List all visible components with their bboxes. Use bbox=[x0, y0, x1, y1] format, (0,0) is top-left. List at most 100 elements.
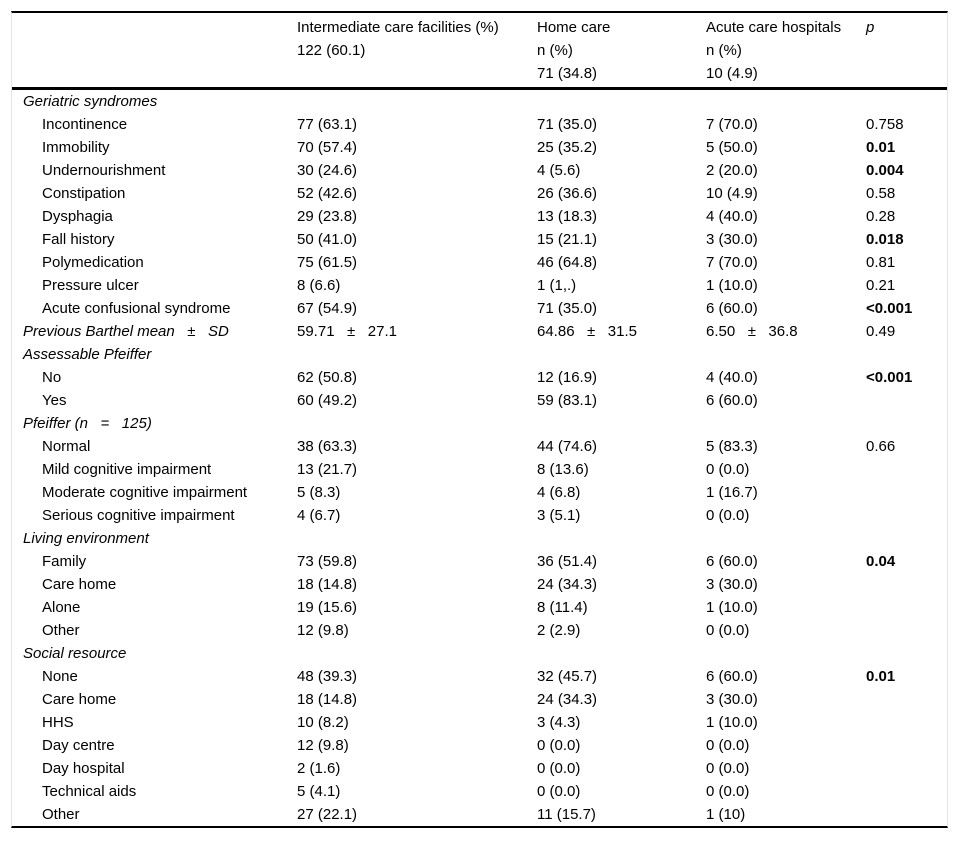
intermediate-care-value: 4 (6.7) bbox=[297, 507, 341, 524]
intermediate-care-value: 12 (9.8) bbox=[297, 622, 349, 639]
table-row: Social resource bbox=[12, 642, 947, 665]
p-value: 0.004 bbox=[866, 162, 904, 179]
table-header: Intermediate care facilities (%) 122 (60… bbox=[12, 13, 947, 90]
acute-care-value: 0 (0.0) bbox=[706, 507, 750, 524]
home-care-value: 24 (34.3) bbox=[537, 576, 598, 593]
intermediate-care-value: 5 (8.3) bbox=[297, 484, 341, 501]
p-value: 0.81 bbox=[866, 254, 896, 271]
acute-care-value bbox=[706, 343, 866, 366]
table-row: Undernourishment 30 (24.6) 4 (5.6) 2 (20.0)… bbox=[12, 159, 947, 182]
intermediate-care-value: 38 (63.3) bbox=[297, 438, 358, 455]
intermediate-care-value: 75 (61.5) bbox=[297, 254, 358, 271]
table-row: Family 73 (59.8) 36 (51.4) 6 (60.0) 0.04 bbox=[12, 550, 947, 573]
row-label: Day centre bbox=[42, 737, 115, 754]
row-label: Dysphagia bbox=[42, 208, 113, 225]
intermediate-care-value: 48 (39.3) bbox=[297, 668, 358, 685]
table-row: Constipation 52 (42.6) 26 (36.6) 10 (4.9) 0.… bbox=[12, 182, 947, 205]
acute-care-value bbox=[706, 527, 866, 550]
acute-care-value: 0 (0.0) bbox=[706, 622, 750, 639]
home-care-value bbox=[537, 343, 706, 366]
table-row: Day hospital 2 (1.6) 0 (0.0) 0 (0.0) bbox=[12, 757, 947, 780]
home-care-value: 4 (6.8) bbox=[537, 484, 581, 501]
home-care-value: 59 (83.1) bbox=[537, 392, 598, 409]
acute-care-value: 6 (60.0) bbox=[706, 668, 758, 685]
row-label: Pfeiffer (n = 125) bbox=[23, 415, 152, 432]
p-value: 0.04 bbox=[866, 553, 896, 570]
home-care-value: 8 (13.6) bbox=[537, 461, 589, 478]
row-label: Day hospital bbox=[42, 760, 125, 777]
home-care-value: 1 (1,.) bbox=[537, 277, 577, 294]
table-row: Pfeiffer (n = 125) bbox=[12, 412, 947, 435]
acute-care-value: 4 (40.0) bbox=[706, 208, 758, 225]
acute-care-value: 7 (70.0) bbox=[706, 116, 758, 133]
row-label: Incontinence bbox=[42, 116, 128, 133]
header-intermediate-care-facilities: Intermediate care facilities (%) 122 (60… bbox=[297, 19, 499, 59]
home-care-value: 0 (0.0) bbox=[537, 760, 581, 777]
p-value: <0.001 bbox=[866, 300, 913, 317]
home-care-value: 25 (35.2) bbox=[537, 139, 598, 156]
intermediate-care-value: 67 (54.9) bbox=[297, 300, 358, 317]
table-row: Other 27 (22.1) 11 (15.7) 1 (10) bbox=[12, 803, 947, 826]
acute-care-value: 6.50 ± 36.8 bbox=[706, 323, 798, 340]
p-value: 0.66 bbox=[866, 438, 896, 455]
home-care-value: 2 (2.9) bbox=[537, 622, 581, 639]
intermediate-care-value: 19 (15.6) bbox=[297, 599, 358, 616]
table-row: Day centre 12 (9.8) 0 (0.0) 0 (0.0) bbox=[12, 734, 947, 757]
intermediate-care-value: 50 (41.0) bbox=[297, 231, 358, 248]
intermediate-care-value: 18 (14.8) bbox=[297, 576, 358, 593]
home-care-value: 3 (4.3) bbox=[537, 714, 581, 731]
p-value bbox=[866, 642, 947, 665]
acute-care-value: 3 (30.0) bbox=[706, 576, 758, 593]
p-value bbox=[866, 389, 947, 412]
intermediate-care-value: 30 (24.6) bbox=[297, 162, 358, 179]
acute-care-value: 6 (60.0) bbox=[706, 392, 758, 409]
intermediate-care-value: 8 (6.6) bbox=[297, 277, 341, 294]
row-label: Other bbox=[42, 622, 80, 639]
table-row: Pressure ulcer 8 (6.6) 1 (1,.) 1 (10.0) 0.21 bbox=[12, 274, 947, 297]
row-label: Geriatric syndromes bbox=[23, 93, 158, 110]
row-label: Social resource bbox=[23, 645, 127, 662]
table-row: None 48 (39.3) 32 (45.7) 6 (60.0) 0.01 bbox=[12, 665, 947, 688]
acute-care-value: 0 (0.0) bbox=[706, 737, 750, 754]
intermediate-care-value: 70 (57.4) bbox=[297, 139, 358, 156]
acute-care-value: 0 (0.0) bbox=[706, 783, 750, 800]
table-row: HHS 10 (8.2) 3 (4.3) 1 (10.0) bbox=[12, 711, 947, 734]
p-value bbox=[866, 412, 947, 435]
p-value: 0.49 bbox=[866, 323, 896, 340]
home-care-value: 12 (16.9) bbox=[537, 369, 598, 386]
row-label: Living environment bbox=[23, 530, 149, 547]
home-care-value bbox=[537, 90, 706, 113]
home-care-value: 64.86 ± 31.5 bbox=[537, 323, 637, 340]
home-care-value: 71 (35.0) bbox=[537, 116, 598, 133]
row-label: No bbox=[42, 369, 62, 386]
intermediate-care-value: 62 (50.8) bbox=[297, 369, 358, 386]
intermediate-care-value: 73 (59.8) bbox=[297, 553, 358, 570]
acute-care-value bbox=[706, 412, 866, 435]
row-label: Undernourishment bbox=[42, 162, 166, 179]
table-row: Care home 18 (14.8) 24 (34.3) 3 (30.0) bbox=[12, 688, 947, 711]
table-row: Technical aids 5 (4.1) 0 (0.0) 0 (0.0) bbox=[12, 780, 947, 803]
home-care-value: 36 (51.4) bbox=[537, 553, 598, 570]
acute-care-value: 7 (70.0) bbox=[706, 254, 758, 271]
p-value bbox=[866, 803, 947, 826]
acute-care-value: 1 (10.0) bbox=[706, 714, 758, 731]
acute-care-value: 1 (10) bbox=[706, 806, 746, 823]
p-value bbox=[866, 688, 947, 711]
intermediate-care-value bbox=[297, 642, 537, 665]
acute-care-value: 6 (60.0) bbox=[706, 300, 758, 317]
acute-care-value: 6 (60.0) bbox=[706, 553, 758, 570]
home-care-value: 32 (45.7) bbox=[537, 668, 598, 685]
p-value bbox=[866, 734, 947, 757]
p-value: <0.001 bbox=[866, 369, 913, 386]
acute-care-value: 2 (20.0) bbox=[706, 162, 758, 179]
home-care-value bbox=[537, 527, 706, 550]
p-value bbox=[866, 90, 947, 113]
row-label: Constipation bbox=[42, 185, 126, 202]
p-value bbox=[866, 757, 947, 780]
intermediate-care-value: 29 (23.8) bbox=[297, 208, 358, 225]
p-value: 0.01 bbox=[866, 668, 896, 685]
p-value: 0.58 bbox=[866, 185, 896, 202]
intermediate-care-value bbox=[297, 343, 537, 366]
row-label: HHS bbox=[42, 714, 74, 731]
table-row: Moderate cognitive impairment 5 (8.3) 4 (6… bbox=[12, 481, 947, 504]
